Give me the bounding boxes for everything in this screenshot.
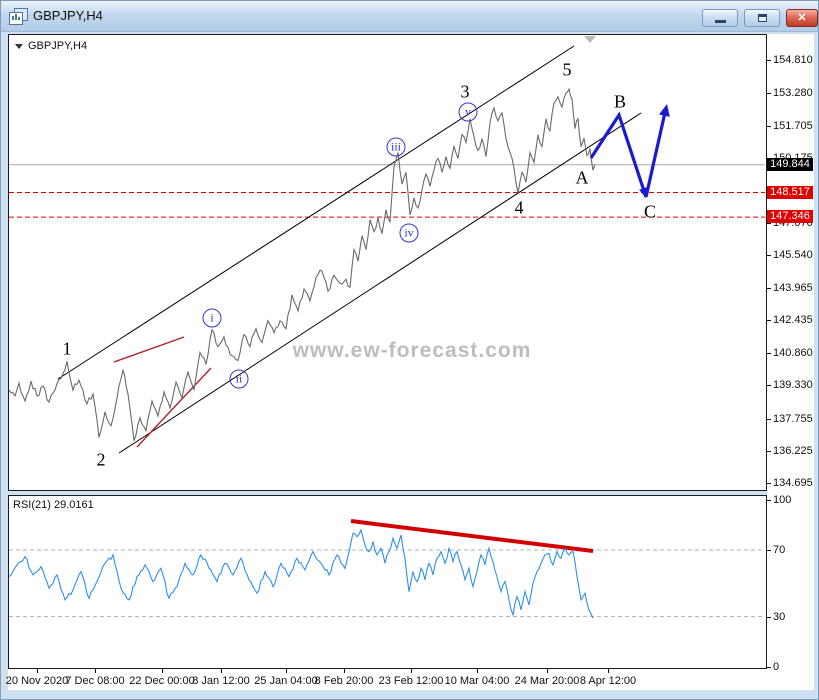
minimize-button[interactable] [702, 9, 738, 27]
minimize-icon [715, 20, 726, 23]
time-axis[interactable] [8, 669, 814, 690]
rsi-value-label: RSI(21) 29.0161 [13, 499, 94, 511]
restore-icon [758, 14, 767, 22]
chevron-down-icon [15, 43, 23, 49]
symbol-header: GBPJPY,H4 [15, 40, 87, 52]
watermark: www.ew-forecast.com [292, 339, 532, 362]
price-axis[interactable] [767, 34, 814, 669]
chart-window-icon [9, 8, 28, 25]
close-icon: ✕ [797, 12, 807, 24]
chart-shift-marker-icon [584, 36, 596, 43]
main-chart-pane[interactable] [8, 34, 767, 491]
window-titlebar[interactable]: GBPJPY,H4 ✕ [1, 1, 818, 32]
restore-button[interactable] [744, 9, 780, 27]
close-button[interactable]: ✕ [786, 9, 818, 27]
rsi-indicator-pane[interactable] [8, 495, 767, 669]
symbol-label: GBPJPY,H4 [28, 40, 88, 52]
window-title: GBPJPY,H4 [33, 8, 103, 23]
